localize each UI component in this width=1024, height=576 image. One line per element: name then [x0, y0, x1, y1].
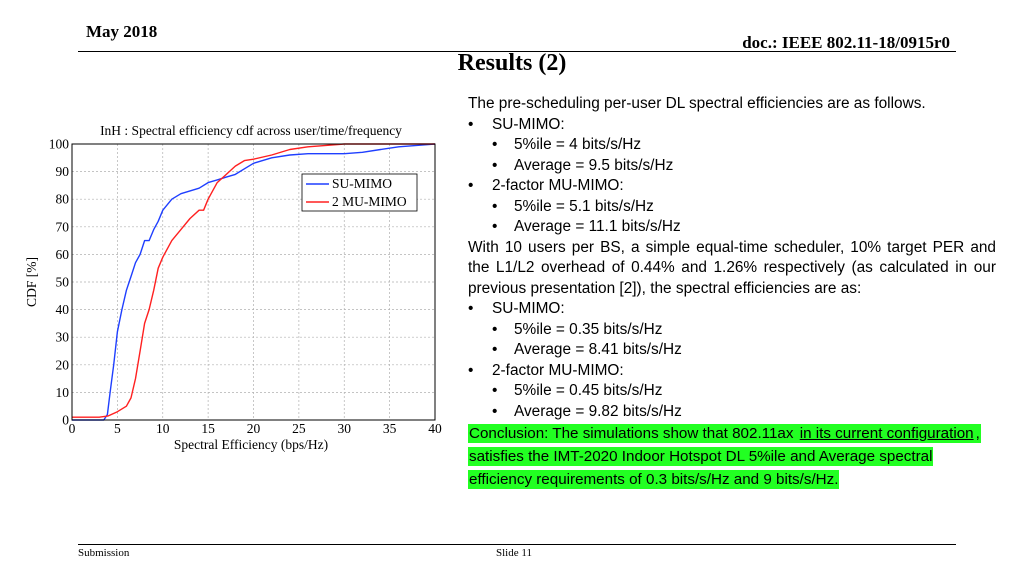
bullet-mu-mimo-2: 2-factor MU-MIMO: — [468, 361, 996, 382]
y-tick-label: 40 — [56, 302, 70, 317]
chart-x-label: Spectral Efficiency (bps/Hz) — [174, 437, 328, 452]
legend-box — [301, 173, 418, 212]
chart-legend: SU-MIMO 2 MU-MIMO — [301, 173, 418, 212]
footer-slide-number: Slide 11 — [496, 547, 532, 559]
bullet-mu-avg-2: Average = 9.82 bits/s/Hz — [468, 402, 996, 423]
bullet-mu-pct-1: 5%ile = 5.1 bits/s/Hz — [468, 197, 996, 218]
mu-mimo-line — [72, 143, 435, 418]
bullet-su-mimo-2: SU-MIMO: — [468, 299, 996, 320]
bullet-mu-mimo-1: 2-factor MU-MIMO: — [468, 176, 996, 197]
conclusion-text-underlined: in its current configuration — [798, 424, 975, 443]
y-tick-label: 70 — [56, 219, 70, 234]
y-tick-label: 0 — [62, 413, 69, 428]
x-tick-label: 0 — [69, 421, 76, 436]
slide-title: Results (2) — [457, 50, 567, 76]
y-tick-label: 10 — [56, 385, 70, 400]
y-tick-label: 100 — [49, 137, 70, 152]
chart-ticks: 0 5 10 15 20 25 30 35 40 0 10 20 30 40 50 60 70 80 90 100 — [49, 137, 442, 437]
y-tick-label: 30 — [56, 330, 70, 345]
bullet-su-pct-1: 5%ile = 4 bits/s/Hz — [468, 135, 996, 156]
x-tick-label: 25 — [292, 421, 306, 436]
chart-title: InH : Spectral efficiency cdf across use… — [100, 123, 402, 138]
conclusion: Conclusion: The simulations show that 80… — [468, 422, 996, 491]
y-tick-label: 60 — [56, 247, 70, 262]
chart-y-label: CDF [%] — [24, 257, 39, 307]
su-mimo-line — [72, 143, 436, 421]
bullet-su-pct-2: 5%ile = 0.35 bits/s/Hz — [468, 320, 996, 341]
chart-series — [72, 143, 436, 421]
x-tick-label: 15 — [201, 421, 215, 436]
intro-text: The pre-scheduling per-user DL spectral … — [468, 95, 926, 112]
slide-body: The pre-scheduling per-user DL spectral … — [468, 94, 996, 491]
y-tick-label: 80 — [56, 192, 70, 207]
body-paragraph: With 10 users per BS, a simple equal-tim… — [468, 238, 996, 297]
bullet-su-avg-2: Average = 8.41 bits/s/Hz — [468, 340, 996, 361]
x-tick-label: 40 — [428, 421, 442, 436]
header-doc-id: doc.: IEEE 802.11-18/0915r0 — [742, 33, 950, 52]
footer-divider — [78, 544, 956, 545]
bullet-mu-avg-1: Average = 11.1 bits/s/Hz — [468, 217, 996, 238]
footer-submission: Submission — [78, 547, 130, 559]
header-date: May 2018 — [86, 22, 158, 41]
legend-label-su-mimo: SU-MIMO — [332, 176, 392, 191]
y-tick-label: 90 — [56, 164, 70, 179]
bullet-su-avg-1: Average = 9.5 bits/s/Hz — [468, 156, 996, 177]
x-tick-label: 10 — [156, 421, 170, 436]
conclusion-text-a: Conclusion: The simulations show that 80… — [468, 424, 799, 443]
x-tick-label: 20 — [247, 421, 261, 436]
cdf-chart: InH : Spectral efficiency cdf across use… — [24, 123, 442, 452]
y-tick-label: 20 — [56, 357, 70, 372]
y-tick-label: 50 — [56, 275, 70, 290]
header-divider — [78, 51, 956, 52]
x-tick-label: 30 — [338, 421, 352, 436]
bullet-mu-pct-2: 5%ile = 0.45 bits/s/Hz — [468, 381, 996, 402]
bullet-su-mimo-1: SU-MIMO: — [468, 115, 996, 136]
legend-label-mu-mimo: 2 MU-MIMO — [332, 194, 407, 209]
plot-frame — [71, 143, 436, 421]
x-tick-label: 5 — [114, 421, 121, 436]
x-tick-label: 35 — [383, 421, 397, 436]
